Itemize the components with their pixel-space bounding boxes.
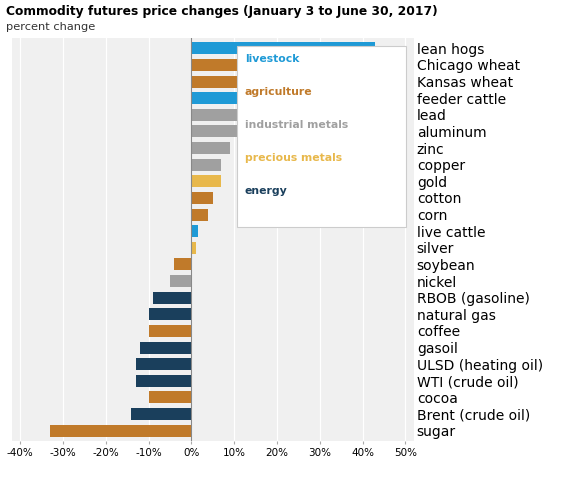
Bar bbox=[148, 325, 191, 337]
Bar bbox=[191, 208, 209, 220]
Text: precious metals: precious metals bbox=[245, 153, 342, 163]
Bar bbox=[191, 59, 302, 71]
Text: livestock: livestock bbox=[245, 55, 300, 64]
Text: energy: energy bbox=[245, 186, 288, 196]
Bar bbox=[191, 225, 198, 237]
Bar bbox=[140, 342, 191, 354]
Bar bbox=[191, 159, 221, 171]
Bar bbox=[136, 358, 191, 370]
Text: agriculture: agriculture bbox=[245, 87, 313, 97]
Bar bbox=[136, 375, 191, 387]
Bar bbox=[153, 292, 191, 304]
Bar bbox=[132, 408, 191, 420]
Bar bbox=[148, 391, 191, 403]
Bar bbox=[148, 308, 191, 320]
Text: percent change: percent change bbox=[6, 22, 95, 32]
FancyBboxPatch shape bbox=[237, 46, 406, 228]
Bar bbox=[170, 275, 191, 287]
Text: Commodity futures price changes (January 3 to June 30, 2017): Commodity futures price changes (January… bbox=[6, 5, 438, 18]
Bar bbox=[174, 259, 191, 271]
Bar bbox=[191, 175, 221, 187]
Bar bbox=[191, 242, 196, 254]
Bar bbox=[191, 142, 230, 154]
Bar bbox=[50, 425, 191, 437]
Bar bbox=[191, 192, 213, 204]
Bar bbox=[191, 92, 273, 104]
Text: industrial metals: industrial metals bbox=[245, 120, 348, 130]
Bar bbox=[191, 125, 243, 137]
Bar bbox=[191, 109, 247, 121]
Bar bbox=[191, 76, 290, 88]
Bar bbox=[191, 42, 375, 54]
